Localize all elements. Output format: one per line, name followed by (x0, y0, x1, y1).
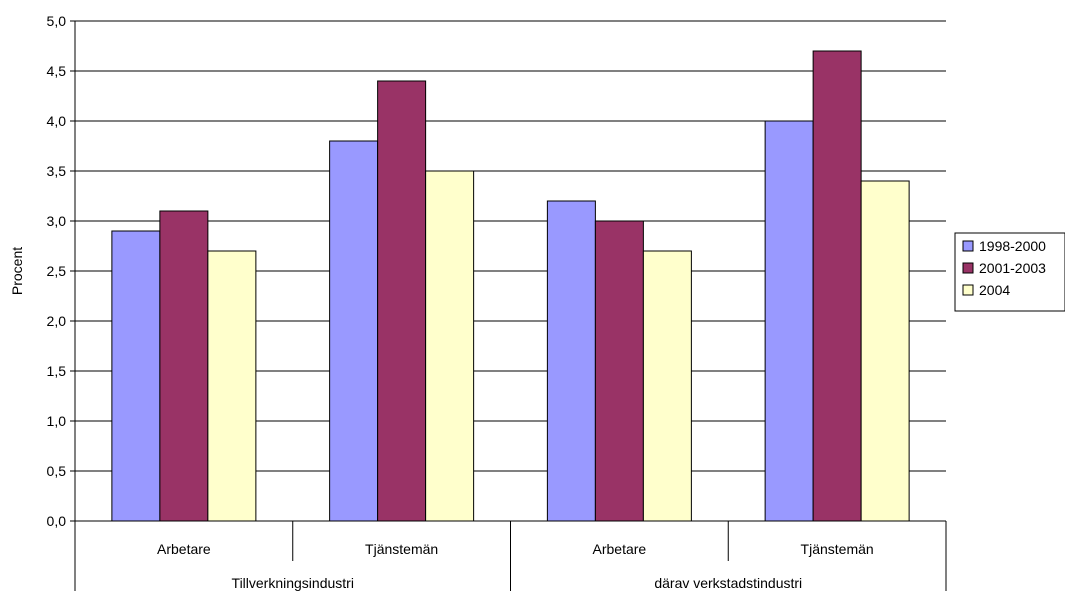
bar (812, 50, 862, 522)
x-category-labels: Arbetare Tjänstemän Arbetare Tjänstemän Till… (157, 541, 874, 591)
bar (425, 170, 475, 522)
y-tick-label: 0,5 (47, 463, 67, 479)
legend: 1998-2000 2001-2003 2004 (954, 232, 1065, 312)
x-category-label: Arbetare (593, 541, 647, 557)
bar (860, 180, 910, 522)
legend-label: 2001-2003 (979, 260, 1046, 276)
y-tick-label: 2,0 (47, 313, 67, 329)
y-tick-label: 5,0 (47, 13, 67, 29)
bar (764, 120, 814, 522)
y-tick-label: 3,5 (47, 163, 67, 179)
y-tick-label: 4,5 (47, 63, 67, 79)
y-tick-label: 3,0 (47, 213, 67, 229)
x-category-label: Arbetare (157, 541, 211, 557)
bar (377, 80, 427, 522)
y-axis-label: Procent (9, 247, 25, 295)
x-category-label: Tjänstemän (801, 541, 874, 557)
y-tick-label: 1,5 (47, 363, 67, 379)
bar (159, 210, 209, 522)
y-tick-label: 2,5 (47, 263, 67, 279)
x-category-label: Tjänstemän (365, 541, 438, 557)
x-group-label: Tillverkningsindustri (232, 575, 354, 591)
legend-label: 1998-2000 (979, 238, 1046, 254)
bar (329, 140, 379, 522)
bar (594, 220, 644, 522)
axes (70, 20, 947, 591)
y-tick-labels: 0,0 0,5 1,0 1,5 2,0 2,5 3,0 3,5 4,0 4,5 5,0 (47, 13, 67, 529)
legend-swatch (962, 284, 974, 296)
legend-swatch (962, 262, 974, 274)
y-tick-label: 1,0 (47, 413, 67, 429)
legend-label: 2004 (979, 282, 1010, 298)
legend-swatch (962, 240, 974, 252)
bar (111, 230, 161, 522)
bars (111, 50, 910, 522)
x-group-label: därav verkstadstindustri (654, 575, 802, 591)
bar (207, 250, 257, 522)
y-tick-label: 4,0 (47, 113, 67, 129)
bar (642, 250, 692, 522)
bar (546, 200, 596, 522)
y-tick-label: 0,0 (47, 513, 67, 529)
